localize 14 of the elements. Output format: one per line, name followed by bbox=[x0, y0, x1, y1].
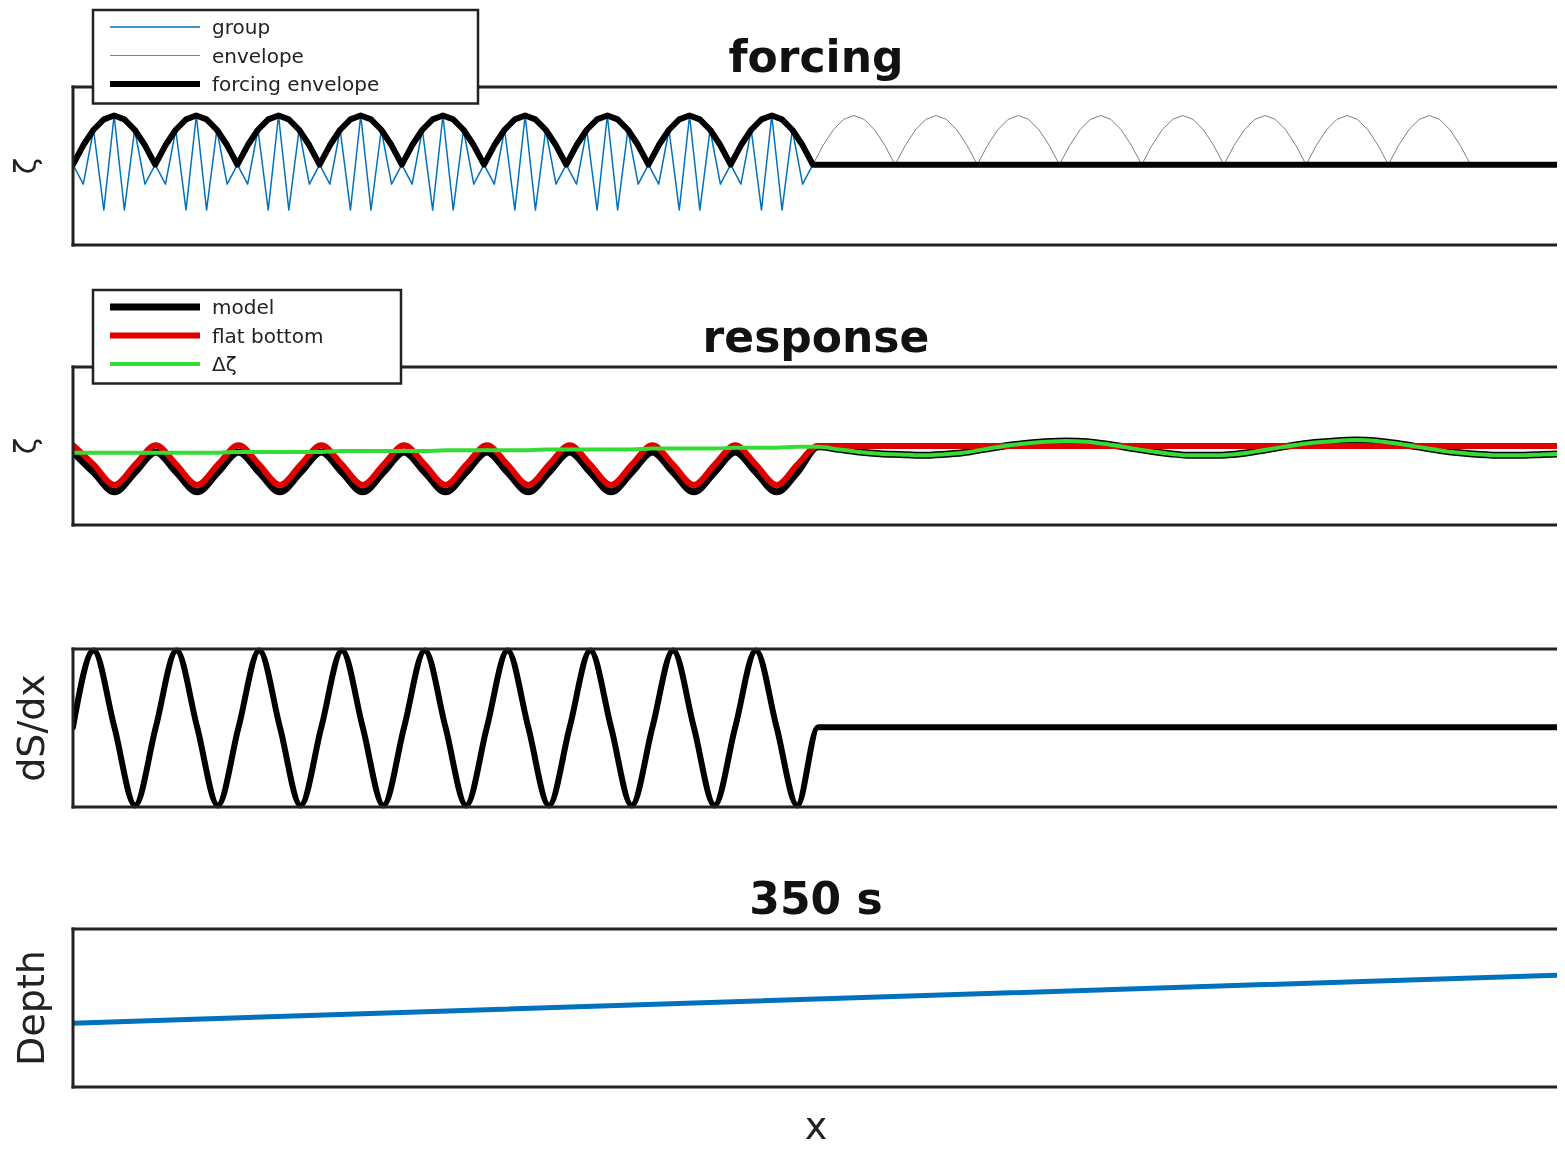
legend-label: model bbox=[212, 295, 275, 319]
chart-title: 350 s bbox=[749, 873, 883, 924]
legend-label: envelope bbox=[212, 43, 304, 68]
y-axis-title: Depth bbox=[9, 950, 53, 1066]
y-axis-title: ζ bbox=[8, 157, 43, 175]
y-axis-title: ζ bbox=[8, 437, 43, 455]
chart-title: forcing bbox=[728, 31, 904, 82]
legend-label: Δζ bbox=[212, 352, 237, 376]
legend-label: group bbox=[212, 15, 271, 39]
legend-label: flat bottom bbox=[212, 323, 324, 348]
chart-title: response bbox=[702, 311, 930, 362]
legend-label: forcing envelope bbox=[212, 72, 380, 96]
x-axis-title: x bbox=[804, 1104, 828, 1148]
y-axis-title: dS/dx bbox=[9, 674, 53, 782]
